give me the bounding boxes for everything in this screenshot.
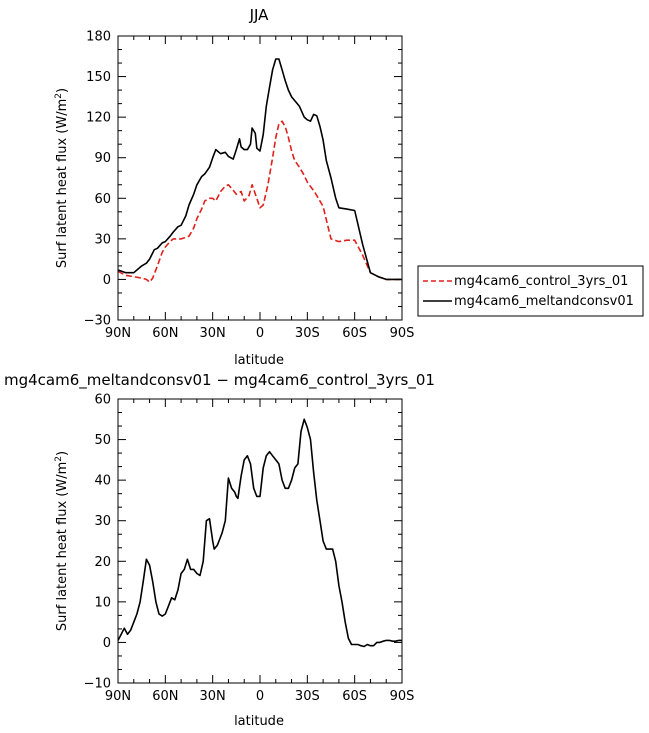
y-tick-label-0-1: 0: [103, 273, 111, 288]
x-tick-label-0-4: 30S: [295, 326, 320, 341]
y-tick-label-1-2: 10: [94, 595, 111, 610]
y-tick-label-0-4: 90: [94, 151, 111, 166]
chart-bottom: mg4cam6_meltandconsv01 − mg4cam6_control…: [4, 371, 435, 729]
y-tick-label-1-0: −10: [84, 677, 111, 692]
y-tick-label-0-0: −30: [84, 314, 111, 329]
chart-top-legend: mg4cam6_control_3yrs_01 mg4cam6_meltandc…: [418, 266, 643, 316]
y-tick-label-1-5: 40: [94, 474, 111, 489]
chart-bottom-y-axis-label: Surf latent heat flux (W/m2): [54, 451, 70, 631]
y-tick-label-1-7: 60: [94, 393, 111, 408]
y-tick-label-0-5: 120: [86, 111, 111, 126]
series-line-1-0: [118, 419, 402, 646]
y-tick-label-0-7: 180: [86, 30, 111, 45]
chart-top: JJA 90N 60N 30N 0 30S 60S 90S−3003060901201501…: [54, 6, 643, 368]
x-tick-label-0-5: 60S: [342, 326, 367, 341]
y-tick-label-1-6: 50: [94, 433, 111, 448]
x-tick-label-0-1: 60N: [152, 326, 178, 341]
y-tick-label-1-1: 0: [103, 636, 111, 651]
x-tick-label-1-6: 90S: [390, 689, 415, 704]
y-tick-label-1-3: 20: [94, 555, 111, 570]
y-tick-label-1-4: 30: [94, 514, 111, 529]
x-tick-label-0-3: 0: [256, 326, 264, 341]
chart-bottom-title: mg4cam6_meltandconsv01 − mg4cam6_control…: [4, 371, 435, 390]
chart-top-y-axis-label: Surf latent heat flux (W/m2): [54, 88, 70, 268]
y-tick-label-0-2: 30: [94, 232, 111, 247]
chart-top-x-axis-label: latitude: [234, 353, 284, 368]
y-tick-label-0-3: 60: [94, 192, 111, 207]
legend-label-meltandconsv: mg4cam6_meltandconsv01: [454, 294, 634, 309]
chart-bottom-x-axis-label: latitude: [234, 714, 284, 729]
x-tick-label-0-2: 30N: [200, 326, 226, 341]
x-tick-label-0-6: 90S: [390, 326, 415, 341]
x-tick-label-1-3: 0: [256, 689, 264, 704]
x-tick-label-1-1: 60N: [152, 689, 178, 704]
chart-top-title: JJA: [249, 6, 270, 24]
x-tick-label-1-2: 30N: [200, 689, 226, 704]
x-tick-label-1-4: 30S: [295, 689, 320, 704]
plot-frame-0: [118, 36, 402, 320]
series-line-0-0: [118, 121, 402, 282]
y-tick-label-0-6: 150: [86, 70, 111, 85]
x-tick-label-1-5: 60S: [342, 689, 367, 704]
legend-label-control: mg4cam6_control_3yrs_01: [454, 274, 628, 289]
series-line-0-1: [118, 59, 402, 279]
plot-frame-1: [118, 399, 402, 683]
